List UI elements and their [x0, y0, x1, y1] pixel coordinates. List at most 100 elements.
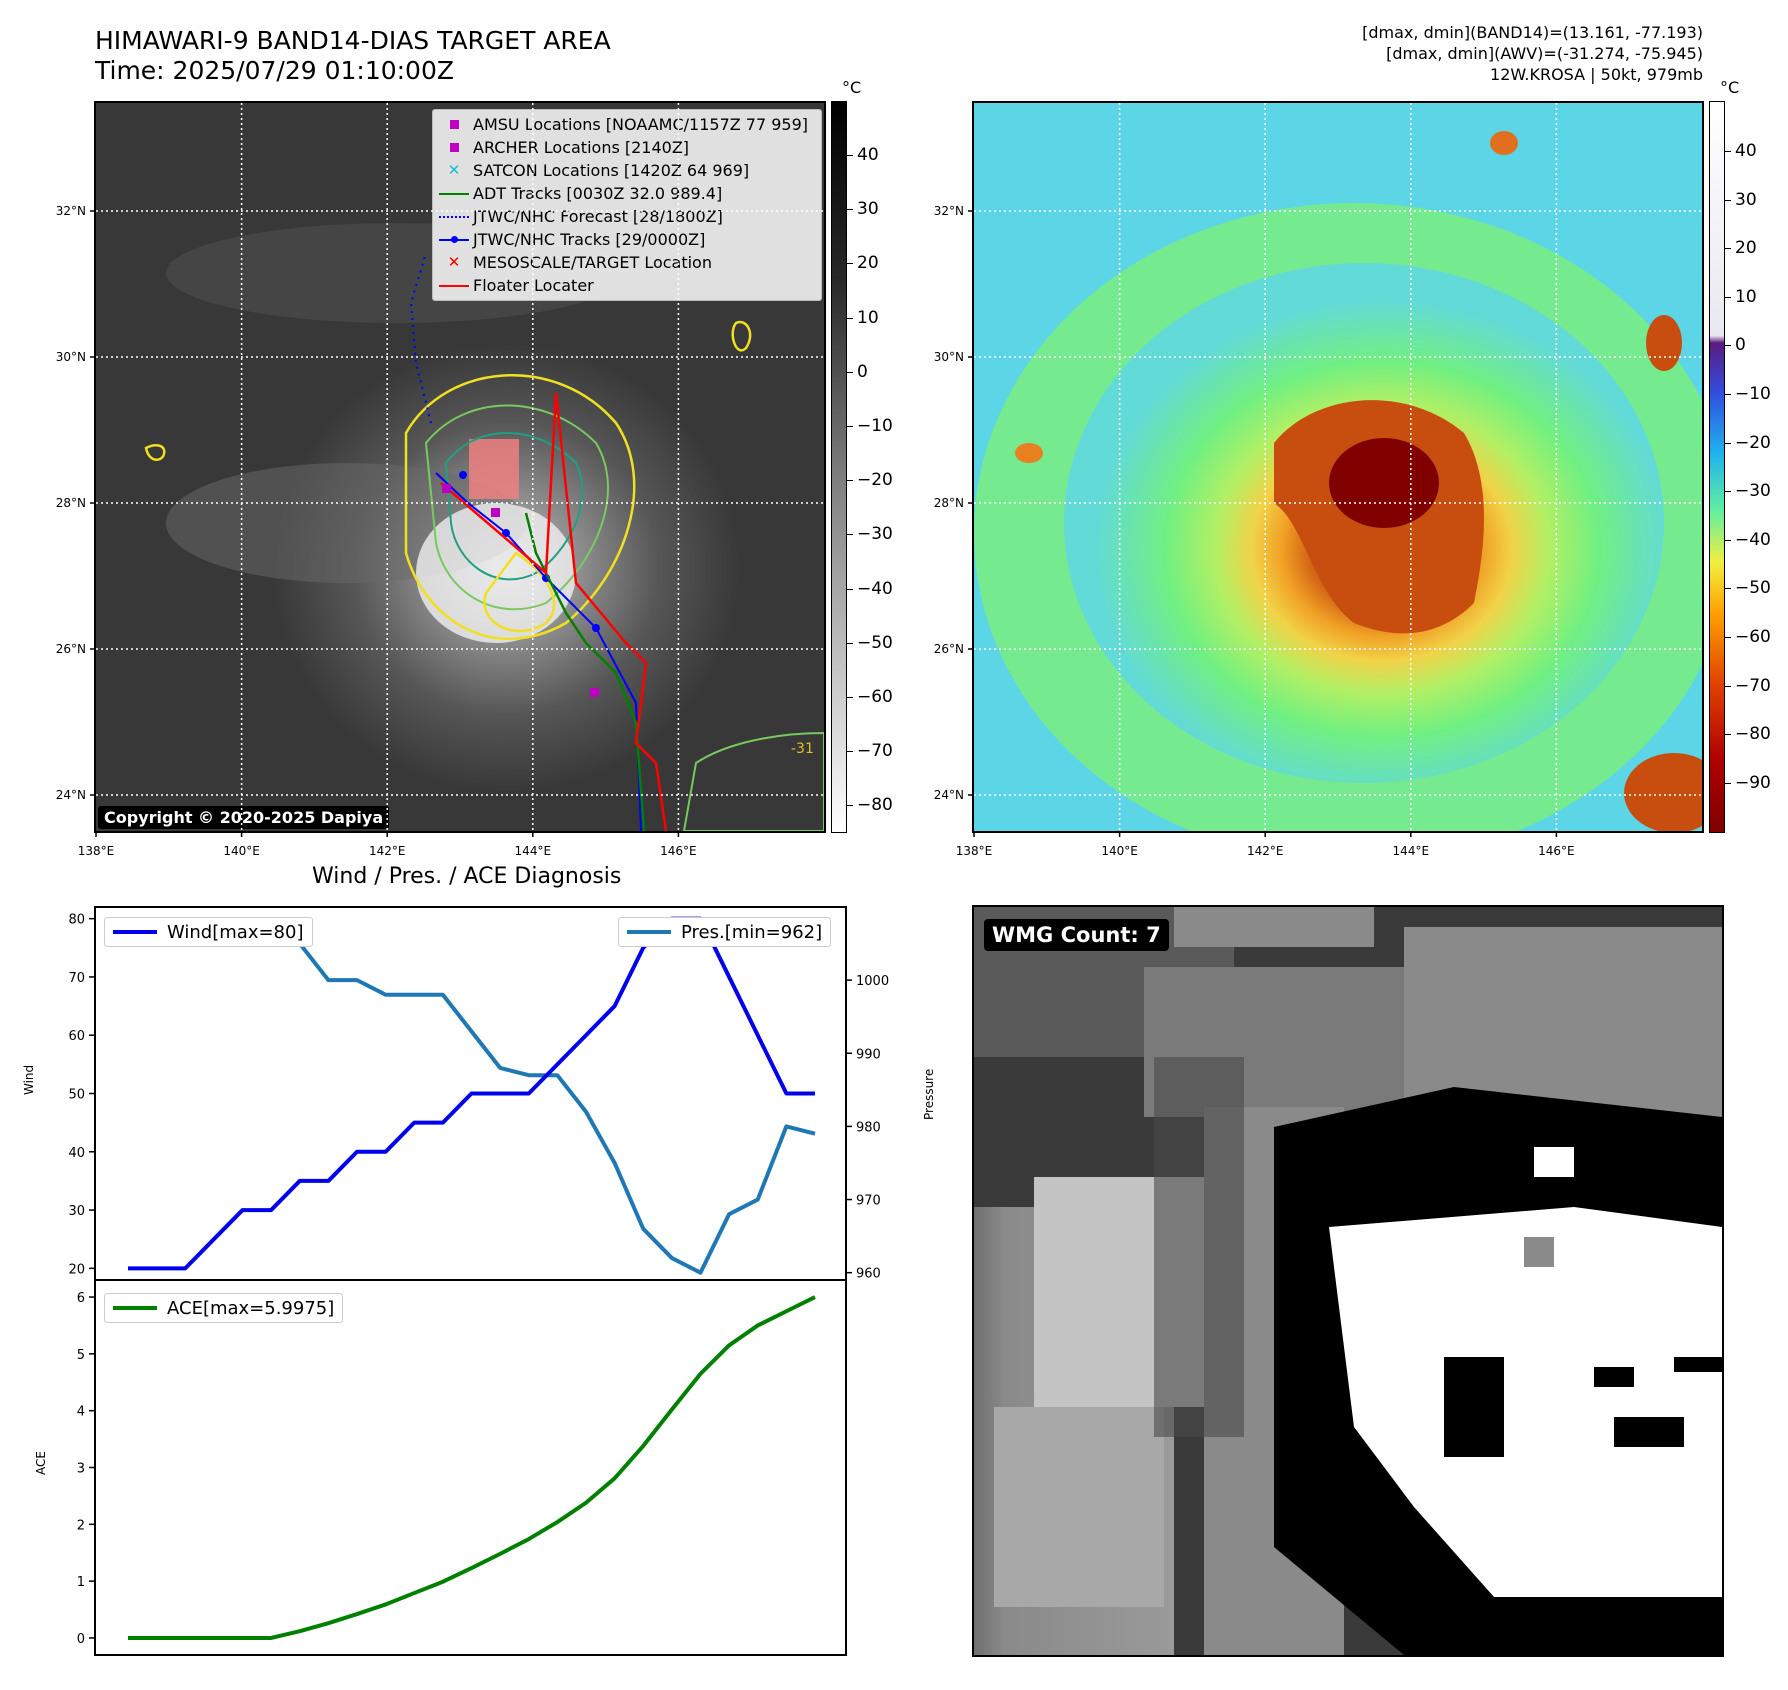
colorbar-tick [1725, 296, 1731, 298]
colorbar-tick-label: 20 [1735, 238, 1757, 259]
colorbar-tick-label: 30 [857, 199, 879, 220]
pres-ytick-label: 1000 [856, 974, 889, 989]
gray-colorbar [831, 101, 847, 833]
legend-symbol-icon [435, 235, 473, 243]
lon-tick-label: 140°E [1101, 844, 1138, 858]
wind-ytick-label: 50 [68, 1088, 85, 1103]
colorbar-tick-label: 20 [857, 253, 879, 274]
ace-ylabel: ACE [34, 1451, 48, 1475]
colorbar-tick-label: −20 [857, 470, 893, 491]
lon-tick-label: 140°E [223, 844, 260, 858]
wind-ylabel: Wind [22, 1064, 36, 1095]
colorbar-tick-label: 30 [1735, 189, 1757, 210]
legend-label: MESOSCALE/TARGET Location [473, 253, 712, 272]
legend-item: AMSU Locations [NOAAMC/1157Z 77 959] [435, 113, 819, 136]
colorbar-tick [1725, 734, 1731, 736]
legend-label: Floater Locater [473, 276, 594, 295]
wind-ytick-label: 20 [68, 1262, 85, 1277]
colorbar-tick-label: −60 [857, 687, 893, 707]
legend-item: JTWC/NHC Forecast [28/1800Z] [435, 205, 819, 228]
colorbar-tick [847, 697, 853, 698]
legend-label: SATCON Locations [1420Z 64 969] [473, 161, 750, 180]
wind-legend: Wind[max=80] [104, 917, 313, 947]
wind-ytick-label: 60 [68, 1029, 85, 1044]
legend-label: JTWC/NHC Forecast [28/1800Z] [473, 207, 723, 226]
lat-tick-label: 28°N [56, 496, 86, 510]
colorbar-tick-label: −20 [1735, 432, 1771, 453]
wmg-panel: WMG Count: 7 [972, 905, 1724, 1657]
legend-label: ARCHER Locations [2140Z] [473, 138, 690, 157]
colorbar-tick [847, 209, 853, 211]
colorbar-tick-label: 10 [1735, 286, 1757, 307]
ace-ytick-label: 0 [77, 1632, 85, 1647]
legend-item: Floater Locater [435, 274, 819, 297]
colorbar-tick [847, 155, 853, 156]
lat-tick-label: 28°N [934, 496, 964, 510]
info-band14-range: [dmax, dmin](BAND14)=(13.161, -77.193) [1362, 23, 1703, 42]
info-storm: 12W.KROSA | 50kt, 979mb [1490, 65, 1703, 84]
colorbar-tick [1725, 588, 1731, 590]
wind-legend-label: Wind[max=80] [167, 921, 304, 943]
colorbar-tick-label: −40 [1735, 529, 1771, 550]
colorbar-tick [1725, 782, 1731, 784]
colorbar-tick [847, 426, 853, 427]
colorbar-tick [847, 480, 853, 482]
ace-ytick-label: 2 [77, 1518, 85, 1533]
ace-ytick-label: 3 [77, 1462, 85, 1477]
lon-tick-label: 146°E [660, 844, 697, 858]
colorbar-tick [1725, 685, 1731, 687]
legend-item: JTWC/NHC Tracks [29/0000Z] [435, 228, 819, 251]
diagnosis-title: Wind / Pres. / ACE Diagnosis [312, 864, 622, 889]
lon-tick-label: 142°E [369, 844, 406, 858]
colorbar-tick-label: −30 [1735, 481, 1771, 502]
ace-legend-swatch [113, 1306, 157, 1310]
colorbar-tick [847, 317, 853, 319]
colorbar-tick [1725, 345, 1731, 347]
pres-legend-label: Pres.[min=962] [681, 921, 823, 943]
lat-tick-label: 26°N [56, 642, 86, 656]
colorbar-tick [847, 642, 853, 644]
ace-frame [94, 1279, 847, 1656]
pressure-ylabel: Pressure [922, 1068, 936, 1120]
colorbar-tick [847, 751, 853, 753]
info-awv-range: [dmax, dmin](AWV)=(-31.274, -75.945) [1386, 44, 1703, 63]
colorbar-tick-label: −10 [857, 416, 893, 436]
colorbar-tick [847, 371, 853, 373]
colorbar-tick-label: 40 [857, 145, 879, 165]
legend-item: ✕ MESOSCALE/TARGET Location [435, 251, 819, 274]
lat-tick-label: 30°N [56, 350, 86, 364]
colorbar-tick-label: −40 [857, 578, 893, 599]
colorbar-tick [1725, 442, 1731, 444]
colorbar-tick-label: −90 [1735, 772, 1771, 793]
color-map [974, 103, 1702, 831]
legend-item: ADT Tracks [0030Z 32.0 989.4] [435, 182, 819, 205]
colorbar-tick [847, 805, 853, 807]
lat-tick-label: 32°N [56, 204, 86, 218]
colorbar-tick [847, 534, 853, 536]
legend-symbol-icon [435, 143, 473, 152]
pres-legend: Pres.[min=962] [618, 917, 832, 947]
pres-ytick-label: 980 [856, 1120, 881, 1135]
colorbar-tick [847, 263, 853, 265]
colorbar-tick-label: −70 [857, 741, 893, 762]
lat-tick-label: 24°N [56, 788, 86, 802]
legend-item: ✕ SATCON Locations [1420Z 64 969] [435, 159, 819, 182]
colorbar-tick [1725, 539, 1731, 541]
colorbar-tick [1725, 151, 1731, 152]
ace-legend-label: ACE[max=5.9975] [167, 1297, 335, 1319]
colorbar-tick-label: 0 [1735, 335, 1746, 356]
pres-ytick-label: 990 [856, 1047, 881, 1062]
legend-symbol-icon: ✕ [447, 161, 461, 179]
legend-label: JTWC/NHC Tracks [29/0000Z] [473, 230, 706, 249]
chart-time: Time: 2025/07/29 01:10:00Z [95, 56, 454, 85]
copyright-badge: Copyright © 2020-2025 Dapiya [98, 806, 390, 829]
colorbar-tick-label: 10 [857, 307, 879, 328]
legend-symbol-icon [435, 192, 473, 195]
legend-label: ADT Tracks [0030Z 32.0 989.4] [473, 184, 723, 203]
legend-label: AMSU Locations [NOAAMC/1157Z 77 959] [473, 115, 809, 134]
lon-tick-label: 142°E [1247, 844, 1284, 858]
colorbar-tick [1725, 394, 1731, 395]
colorbar-tick [1725, 491, 1731, 493]
